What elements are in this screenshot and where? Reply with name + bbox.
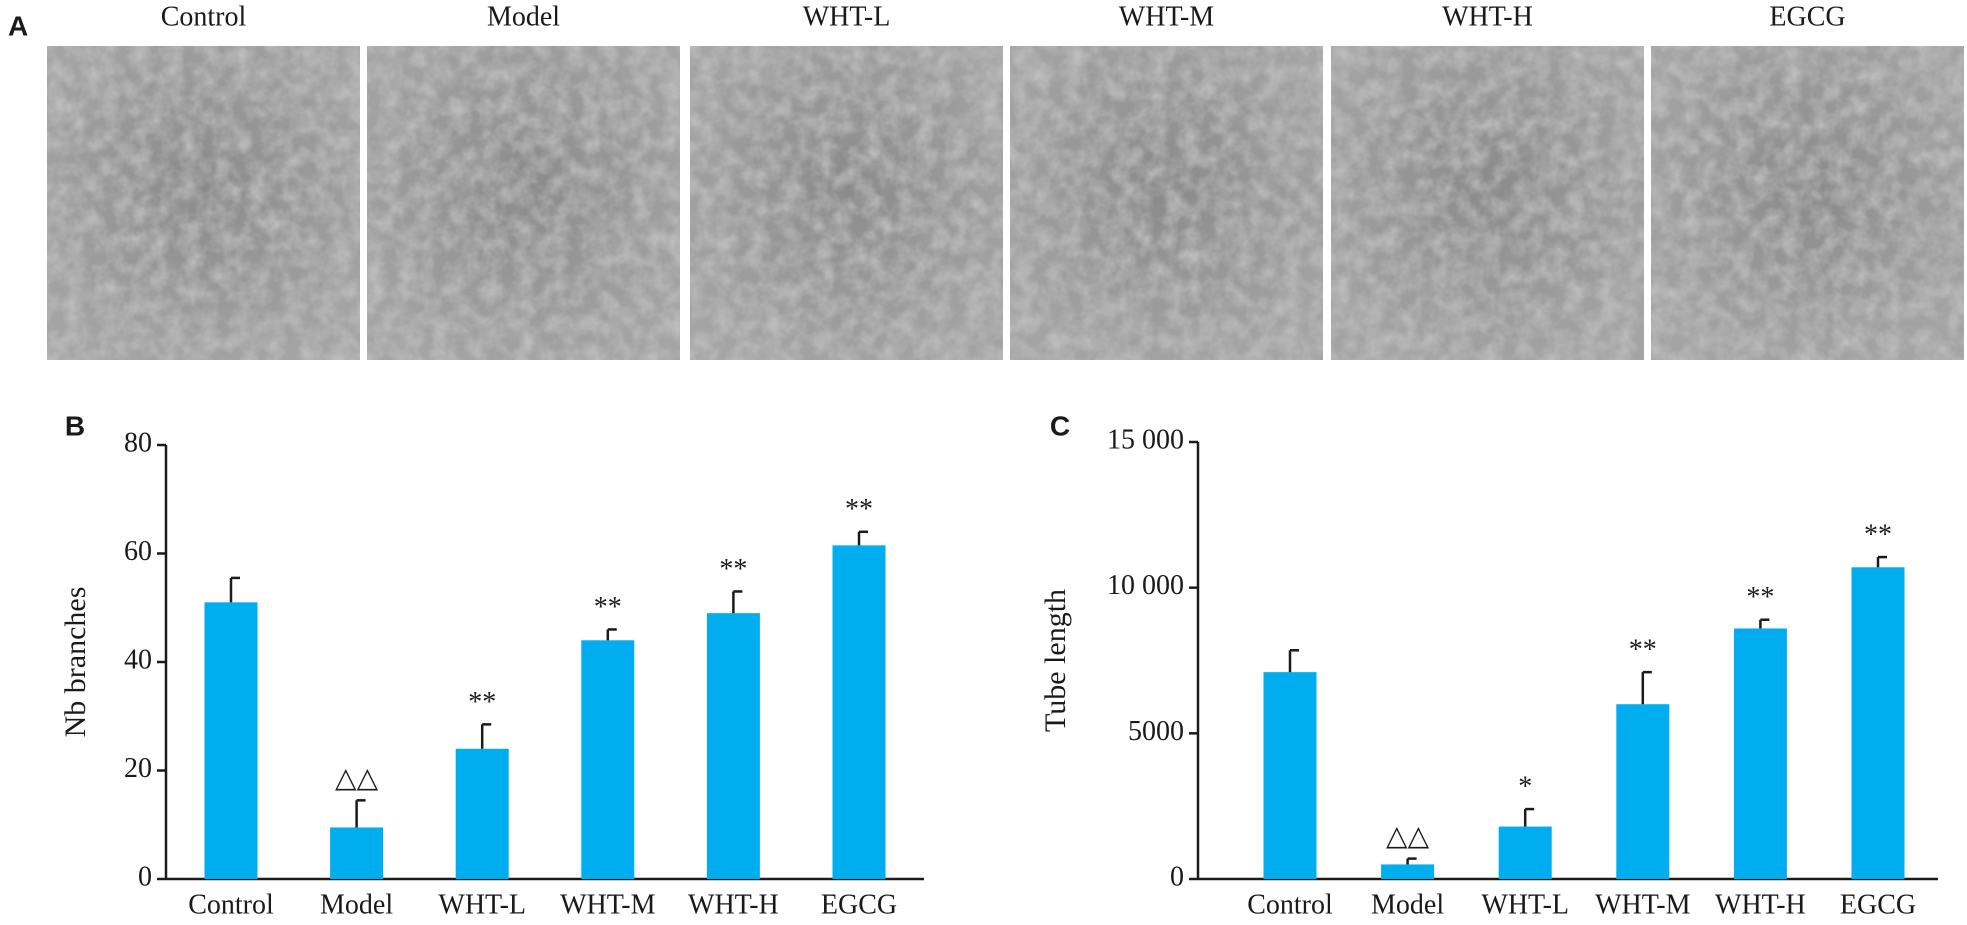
x-tick-label: Control — [188, 889, 274, 920]
panel-letter: C — [1050, 410, 1070, 441]
x-tick-label: EGCG — [1840, 889, 1916, 920]
y-tick-label: 15 000 — [1107, 424, 1184, 455]
y-axis-label: Nb branches — [59, 587, 92, 738]
significance-mark: ** — [594, 592, 622, 623]
micrograph-texture — [1010, 46, 1323, 360]
x-tick-label: WHT-H — [688, 889, 779, 920]
bar — [1381, 864, 1435, 879]
group-label: Control — [161, 1, 247, 32]
bar — [1498, 826, 1552, 879]
x-tick-label: EGCG — [821, 889, 897, 920]
bar — [330, 827, 384, 879]
bar — [581, 640, 635, 879]
group-label: EGCG — [1769, 1, 1845, 32]
bar — [1263, 672, 1317, 879]
significance-mark: ** — [1746, 582, 1774, 613]
bar — [204, 602, 258, 879]
significance-mark: △△ — [335, 763, 379, 794]
micrograph-texture — [47, 46, 360, 360]
x-tick-label: WHT-M — [560, 889, 656, 920]
x-tick-label: WHT-L — [438, 889, 526, 920]
bar — [1851, 567, 1905, 879]
x-tick-label: Model — [320, 889, 393, 920]
x-tick-label: WHT-H — [1715, 889, 1806, 920]
significance-mark: △△ — [1386, 821, 1430, 852]
micrograph-texture — [1331, 46, 1644, 360]
y-tick-label: 20 — [124, 753, 152, 784]
bar — [1733, 628, 1787, 879]
micrograph-texture — [1651, 46, 1964, 360]
bar — [1616, 704, 1670, 879]
group-label: WHT-M — [1119, 1, 1215, 32]
micrograph-texture — [367, 46, 680, 360]
y-tick-label: 10 000 — [1107, 570, 1184, 601]
y-tick-label: 40 — [124, 644, 152, 675]
panel-letter: A — [8, 10, 28, 41]
bar — [455, 748, 509, 879]
significance-mark: * — [1518, 772, 1532, 803]
group-label: WHT-H — [1442, 1, 1533, 32]
group-label: Model — [487, 1, 560, 32]
bar — [706, 613, 760, 879]
y-axis-label: Tube length — [1039, 589, 1072, 732]
bar — [832, 545, 886, 879]
x-tick-label: Model — [1371, 889, 1444, 920]
significance-mark: ** — [468, 687, 496, 718]
y-tick-label: 0 — [138, 861, 152, 892]
y-tick-label: 60 — [124, 536, 152, 567]
panel-letter: B — [65, 410, 85, 441]
significance-mark: ** — [845, 494, 873, 525]
significance-mark: ** — [719, 554, 747, 585]
y-tick-label: 5000 — [1128, 716, 1184, 747]
group-label: WHT-L — [803, 1, 891, 32]
x-tick-label: WHT-L — [1481, 889, 1569, 920]
significance-mark: ** — [1864, 519, 1892, 550]
x-tick-label: Control — [1247, 889, 1333, 920]
x-tick-label: WHT-M — [1595, 889, 1691, 920]
y-tick-label: 0 — [1170, 861, 1184, 892]
significance-mark: ** — [1629, 635, 1657, 666]
micrograph-texture — [690, 46, 1003, 360]
y-tick-label: 80 — [124, 427, 152, 458]
